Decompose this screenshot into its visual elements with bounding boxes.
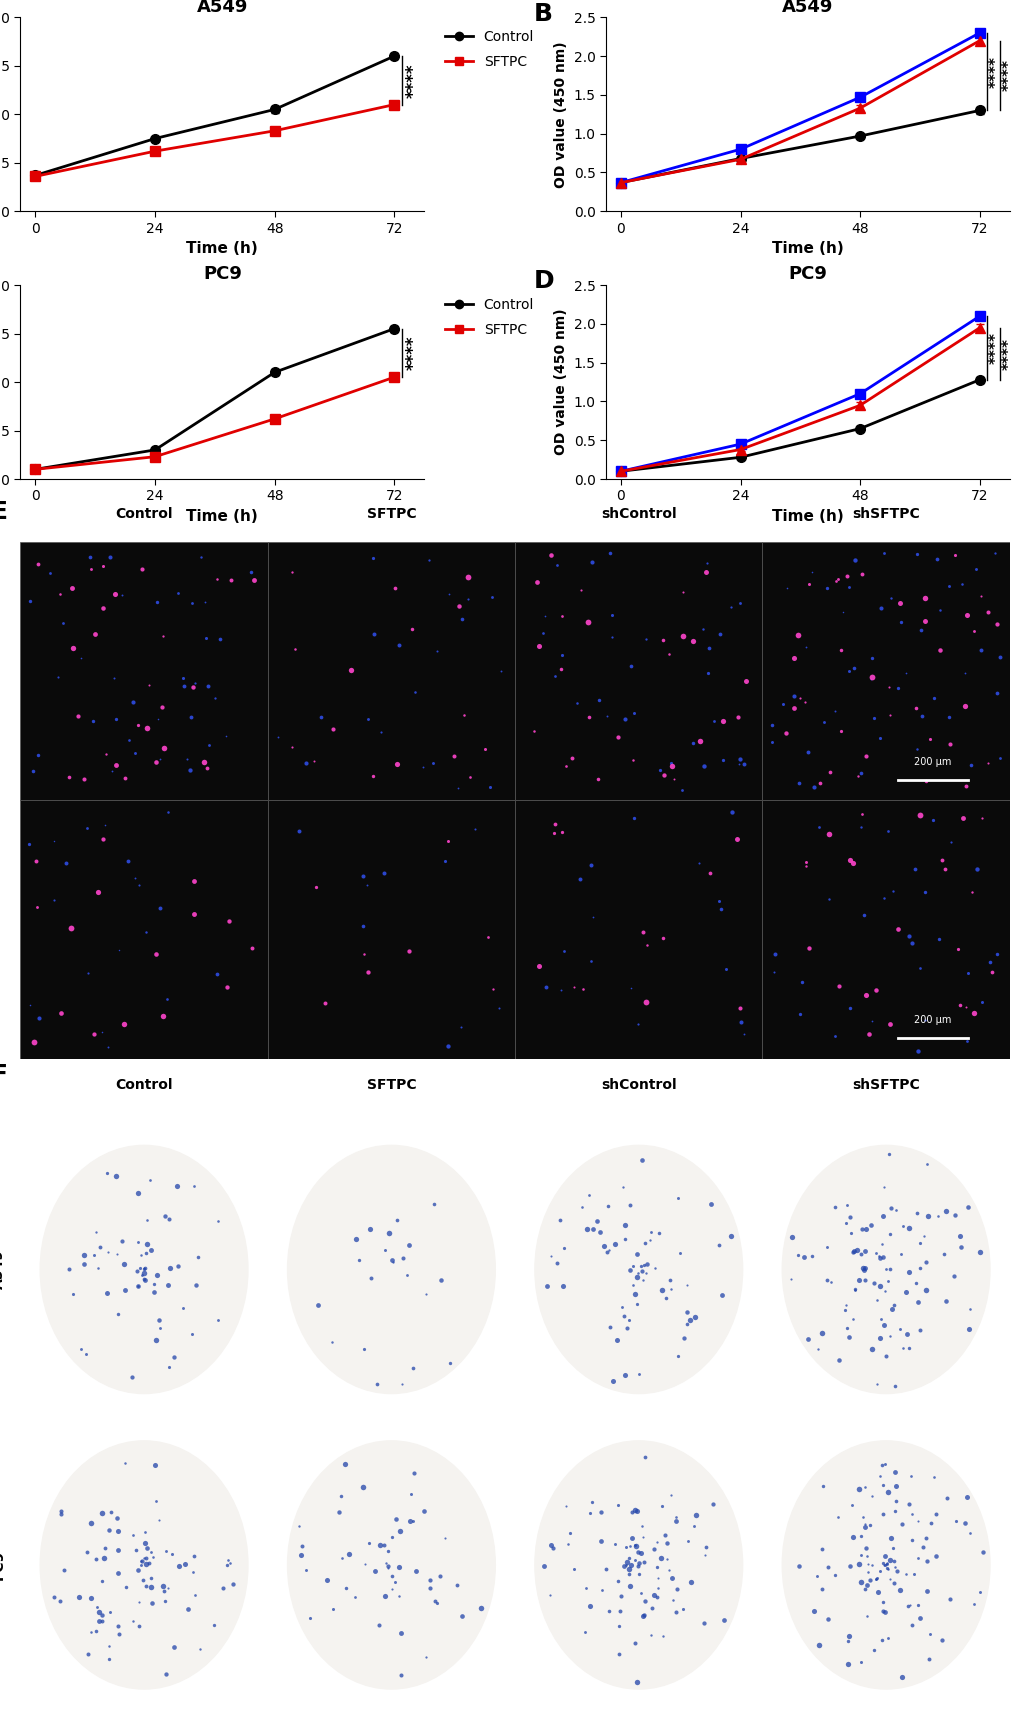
Circle shape <box>287 1441 495 1688</box>
Text: shControl: shControl <box>600 1078 676 1092</box>
Y-axis label: OD value (450 nm): OD value (450 nm) <box>553 42 568 187</box>
Title: A549: A549 <box>782 0 833 16</box>
Circle shape <box>40 1145 248 1394</box>
Bar <box>20 801 267 1059</box>
Circle shape <box>534 1441 742 1688</box>
Text: ****: **** <box>404 62 422 97</box>
Text: B: B <box>533 2 551 26</box>
Legend: Control, SFTPC: Control, SFTPC <box>439 24 539 74</box>
Text: SFTPC: SFTPC <box>366 507 416 521</box>
Text: PC9: PC9 <box>0 1550 5 1579</box>
Text: D: D <box>533 270 553 294</box>
Text: 200 μm: 200 μm <box>914 756 951 766</box>
Circle shape <box>534 1145 742 1394</box>
Text: ****: **** <box>404 336 422 370</box>
Text: shSFTPC: shSFTPC <box>852 1078 919 1092</box>
Text: ****: **** <box>987 55 1003 88</box>
Bar <box>762 541 1009 801</box>
Text: ****: **** <box>1001 337 1015 370</box>
Text: ****: **** <box>1001 59 1015 92</box>
X-axis label: Time (h): Time (h) <box>186 509 258 524</box>
Y-axis label: OD value (450 nm): OD value (450 nm) <box>553 308 568 455</box>
Title: PC9: PC9 <box>203 265 242 284</box>
Title: PC9: PC9 <box>788 265 826 284</box>
Text: F: F <box>0 1062 8 1086</box>
X-axis label: Time (h): Time (h) <box>771 509 843 524</box>
Circle shape <box>287 1145 495 1394</box>
Circle shape <box>40 1441 248 1688</box>
Bar <box>267 541 515 801</box>
Legend: Control, SFTPC: Control, SFTPC <box>439 292 539 343</box>
Text: E: E <box>0 500 8 524</box>
Title: A549: A549 <box>197 0 248 16</box>
X-axis label: Time (h): Time (h) <box>186 240 258 256</box>
Bar <box>515 541 761 801</box>
Text: shSFTPC: shSFTPC <box>852 507 919 521</box>
Circle shape <box>782 1145 989 1394</box>
Circle shape <box>782 1441 989 1688</box>
Text: ****: **** <box>987 332 1003 363</box>
Bar <box>515 801 761 1059</box>
X-axis label: Time (h): Time (h) <box>771 240 843 256</box>
Text: shControl: shControl <box>600 507 676 521</box>
Text: A549: A549 <box>0 1249 5 1289</box>
Text: 200 μm: 200 μm <box>914 1016 951 1026</box>
Bar <box>762 801 1009 1059</box>
Bar <box>20 541 267 801</box>
Bar <box>267 801 515 1059</box>
Text: Control: Control <box>115 507 172 521</box>
Text: SFTPC: SFTPC <box>366 1078 416 1092</box>
Text: Control: Control <box>115 1078 172 1092</box>
